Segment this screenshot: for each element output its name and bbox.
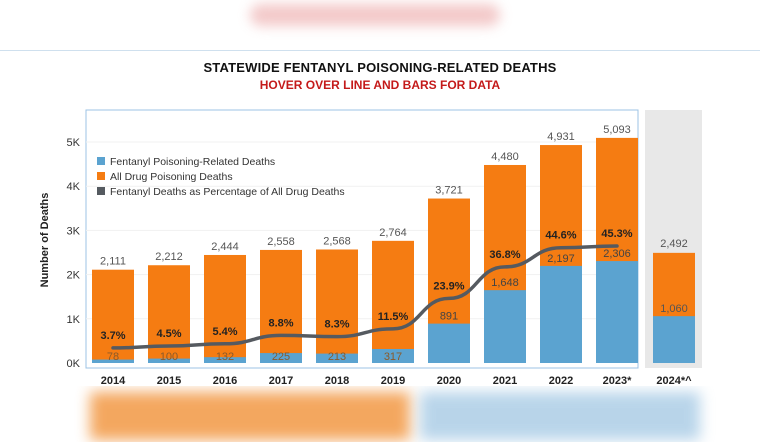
x-tick-label: 2022	[549, 375, 573, 386]
fentanyl-bar	[484, 290, 526, 363]
y-tick-label: 2K	[67, 270, 81, 282]
fentanyl-value-label: 213	[328, 351, 346, 363]
fentanyl-value-label: 317	[384, 351, 402, 363]
fentanyl-bar	[428, 323, 470, 363]
fentanyl-value-label: 100	[160, 351, 178, 363]
all-drug-value-label: 4,480	[491, 151, 519, 163]
fentanyl-bar	[260, 353, 302, 363]
y-tick-label: 1K	[67, 314, 81, 326]
percentage-label: 3.7%	[100, 330, 125, 342]
fentanyl-bar	[204, 357, 246, 363]
percentage-label: 45.3%	[601, 228, 632, 240]
fentanyl-bar	[596, 261, 638, 363]
x-tick-label: 2020	[437, 375, 461, 386]
y-axis-title: Number of Deaths	[39, 193, 51, 288]
fentanyl-bar	[316, 353, 358, 363]
all-drug-value-label-2024: 2,492	[660, 238, 688, 250]
x-tick-label: 2015	[157, 375, 181, 386]
percentage-label: 23.9%	[433, 280, 464, 292]
all-drug-value-label: 3,721	[435, 185, 463, 197]
all-drug-bar	[148, 265, 190, 363]
all-drug-bar	[260, 249, 302, 363]
all-drug-value-label: 4,931	[547, 131, 575, 143]
chart-title: STATEWIDE FENTANYL POISONING-RELATED DEA…	[203, 60, 557, 75]
percentage-label: 8.3%	[324, 319, 349, 331]
legend-label: All Drug Poisoning Deaths	[110, 171, 233, 183]
chart-subtitle: HOVER OVER LINE AND BARS FOR DATA	[259, 78, 501, 92]
all-drug-value-label: 2,444	[211, 241, 239, 253]
y-tick-label: 3K	[67, 225, 81, 237]
all-drug-value-label: 2,558	[267, 236, 295, 248]
x-tick-label: 2018	[325, 375, 349, 386]
all-drug-value-label: 5,093	[603, 124, 631, 136]
percentage-line	[111, 244, 619, 350]
fentanyl-bar-2024	[653, 316, 695, 363]
percentage-label: 8.8%	[268, 317, 293, 329]
all-drug-value-label: 2,764	[379, 227, 407, 239]
fentanyl-bar	[540, 265, 582, 363]
y-tick-label: 4K	[67, 181, 81, 193]
fentanyl-deaths-chart[interactable]: 0K 1K 2K 3K 4K 5K Number of Deaths 2,111 78 2014…	[0, 100, 760, 386]
x-tick-label: 2014	[101, 375, 126, 386]
fentanyl-value-label: 2,306	[603, 248, 631, 260]
all-drug-value-label: 2,568	[323, 235, 351, 247]
x-tick-label: 2021	[493, 375, 517, 386]
percentage-label: 11.5%	[378, 311, 409, 323]
fentanyl-bar	[148, 358, 190, 363]
fentanyl-bar	[372, 348, 414, 363]
all-drug-value-label: 2,212	[155, 251, 183, 263]
x-tick-label: 2016	[213, 375, 237, 386]
fentanyl-value-label: 225	[272, 351, 290, 363]
y-tick-label: 5K	[67, 137, 81, 149]
blurred-header-region	[0, 0, 760, 40]
percentage-label: 5.4%	[212, 326, 237, 338]
percentage-label: 36.8%	[489, 249, 520, 261]
all-drug-bar	[316, 249, 358, 363]
fentanyl-bar	[92, 359, 134, 363]
all-drug-bar	[372, 240, 414, 363]
fentanyl-value-label: 891	[440, 311, 458, 323]
fentanyl-value-label-2024: 1,060	[660, 303, 688, 315]
percentage-label: 44.6%	[545, 230, 576, 242]
fentanyl-value-label: 2,197	[547, 253, 575, 265]
x-tick-label: 2019	[381, 375, 405, 386]
divider	[0, 50, 760, 51]
legend-swatch	[97, 187, 105, 195]
legend-swatch	[97, 157, 105, 165]
all-drug-bar	[204, 254, 246, 363]
legend-swatch	[97, 172, 105, 180]
x-tick-label-2024: 2024*^	[656, 375, 692, 386]
fentanyl-value-label: 132	[216, 351, 234, 363]
blurred-footer-region	[0, 386, 760, 442]
percentage-label: 4.5%	[156, 328, 181, 340]
legend-label: Fentanyl Deaths as Percentage of All Dru…	[110, 186, 345, 198]
fentanyl-value-label: 1,648	[491, 277, 519, 289]
legend-label: Fentanyl Poisoning-Related Deaths	[110, 156, 275, 168]
x-tick-label: 2017	[269, 375, 293, 386]
x-tick-label: 2023*	[603, 375, 632, 386]
fentanyl-value-label: 78	[107, 351, 119, 363]
y-tick-label: 0K	[67, 358, 81, 370]
all-drug-value-label: 2,111	[100, 256, 126, 268]
